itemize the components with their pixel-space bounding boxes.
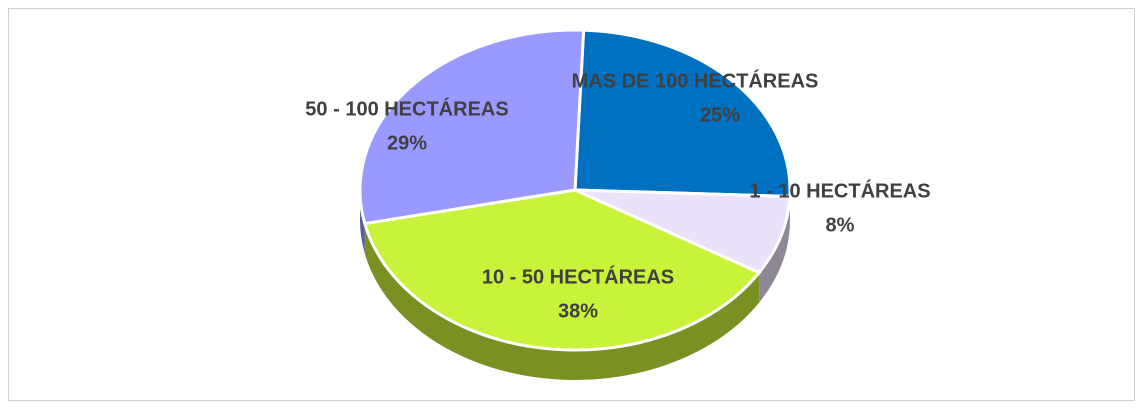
slice-category-label: MAS DE 100 HECTÁREAS (572, 69, 819, 92)
pie-slice-side (360, 190, 365, 254)
slice-value-label: 25% (700, 104, 740, 126)
slice-value-label: 38% (558, 300, 598, 322)
pie-slice (574, 188, 792, 275)
pie-slice-side (759, 196, 790, 303)
slice-category-label: 50 - 100 HECTÁREAS (305, 97, 508, 120)
slice-category-label: 1 - 10 HECTÁREAS (749, 179, 930, 202)
pie-slice (362, 188, 762, 352)
pie-slice (358, 28, 586, 226)
slice-value-label: 8% (826, 214, 855, 236)
pie-slice-side (364, 223, 760, 380)
slice-value-label: 29% (387, 132, 427, 154)
slice-category-label: 10 - 50 HECTÁREAS (482, 265, 674, 288)
pie-slice (573, 28, 792, 198)
